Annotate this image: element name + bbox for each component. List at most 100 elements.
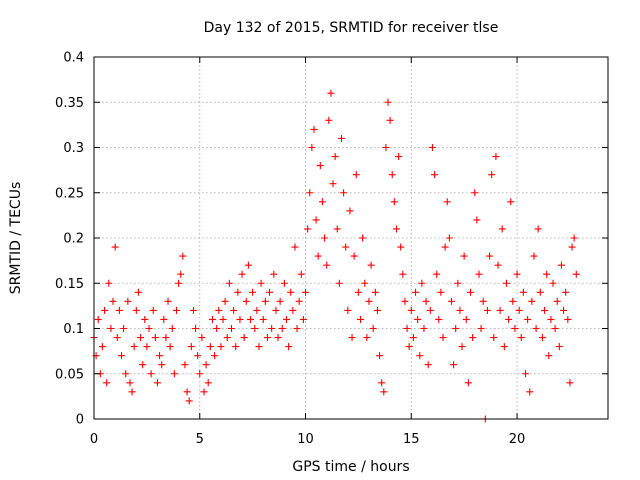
data-point (263, 334, 271, 342)
x-tick-label: 5 (196, 432, 204, 447)
data-point (348, 334, 356, 342)
data-point (172, 306, 180, 314)
data-point (492, 153, 500, 161)
y-tick-label: 0.3 (63, 141, 84, 156)
data-point (471, 189, 479, 197)
data-point (452, 325, 460, 332)
data-point (488, 171, 496, 179)
data-point (477, 325, 485, 332)
data-point (316, 162, 324, 170)
data-point (390, 198, 398, 206)
data-point (312, 216, 320, 224)
x-tick-label: 15 (403, 432, 420, 447)
data-point (179, 252, 187, 260)
data-point (397, 243, 405, 251)
data-point (253, 306, 261, 314)
data-point (170, 370, 178, 378)
y-tick-label: 0.2 (63, 232, 84, 247)
data-point (522, 370, 530, 378)
data-point (483, 306, 491, 314)
data-point (409, 334, 417, 342)
data-point (126, 379, 134, 387)
data-point (287, 288, 295, 296)
y-tick-label: 0.25 (55, 186, 84, 201)
data-point (153, 379, 161, 387)
data-point (534, 225, 542, 233)
data-point (270, 270, 278, 278)
data-point (314, 252, 322, 260)
data-point (183, 388, 191, 396)
data-point (507, 198, 515, 206)
data-point (428, 144, 436, 151)
data-point (371, 288, 379, 296)
data-point (230, 306, 238, 314)
data-point (244, 261, 252, 269)
data-point (289, 306, 297, 314)
data-point (570, 234, 578, 242)
data-point (450, 361, 458, 369)
data-point (247, 315, 255, 323)
data-point (141, 315, 149, 323)
data-point (206, 343, 214, 351)
data-point (124, 297, 132, 305)
chart-title: Day 132 of 2015, SRMTID for receiver tls… (204, 20, 499, 36)
data-point (143, 343, 151, 351)
data-point (196, 370, 204, 378)
data-point (164, 297, 172, 305)
data-point (340, 189, 348, 197)
data-point (139, 361, 147, 369)
data-point (479, 297, 487, 305)
data-point (335, 279, 343, 287)
data-point (412, 288, 420, 296)
data-point (295, 297, 303, 305)
data-point (120, 325, 128, 332)
data-point (200, 388, 208, 396)
data-point (232, 343, 240, 351)
data-point (255, 343, 263, 351)
data-point (321, 234, 329, 242)
data-point (416, 352, 424, 360)
data-point (128, 388, 136, 396)
data-point (515, 306, 523, 314)
data-point (439, 334, 447, 342)
data-point (158, 361, 166, 369)
data-point (435, 315, 443, 323)
data-point (202, 361, 210, 369)
data-point (329, 180, 337, 188)
data-point (181, 361, 189, 369)
data-point (460, 252, 468, 260)
data-point (132, 306, 140, 314)
data-point (221, 297, 229, 305)
y-tick-label: 0.1 (63, 322, 84, 337)
data-point (168, 325, 176, 332)
data-point (304, 225, 312, 233)
data-point (541, 306, 549, 314)
data-point (494, 261, 502, 269)
y-tick-label: 0.4 (63, 51, 84, 66)
y-tick-label: 0.35 (55, 96, 84, 111)
data-point (211, 352, 219, 360)
data-point (513, 270, 521, 278)
data-point (145, 325, 153, 332)
data-point (536, 288, 544, 296)
data-point (568, 243, 576, 251)
data-point (456, 306, 464, 314)
data-point (361, 279, 369, 287)
data-point (519, 288, 527, 296)
data-point (194, 352, 202, 360)
data-point (365, 297, 373, 305)
data-point (259, 315, 267, 323)
data-point (280, 279, 288, 287)
data-point (380, 388, 388, 396)
data-point (572, 270, 580, 278)
data-point (109, 297, 117, 305)
data-point (323, 261, 331, 269)
data-point (219, 315, 227, 323)
data-point (208, 315, 216, 323)
data-point (395, 153, 403, 161)
data-point (382, 144, 390, 151)
y-tick-label: 0.05 (55, 367, 84, 382)
data-point (266, 288, 274, 296)
data-point (547, 315, 555, 323)
data-point (134, 288, 142, 296)
